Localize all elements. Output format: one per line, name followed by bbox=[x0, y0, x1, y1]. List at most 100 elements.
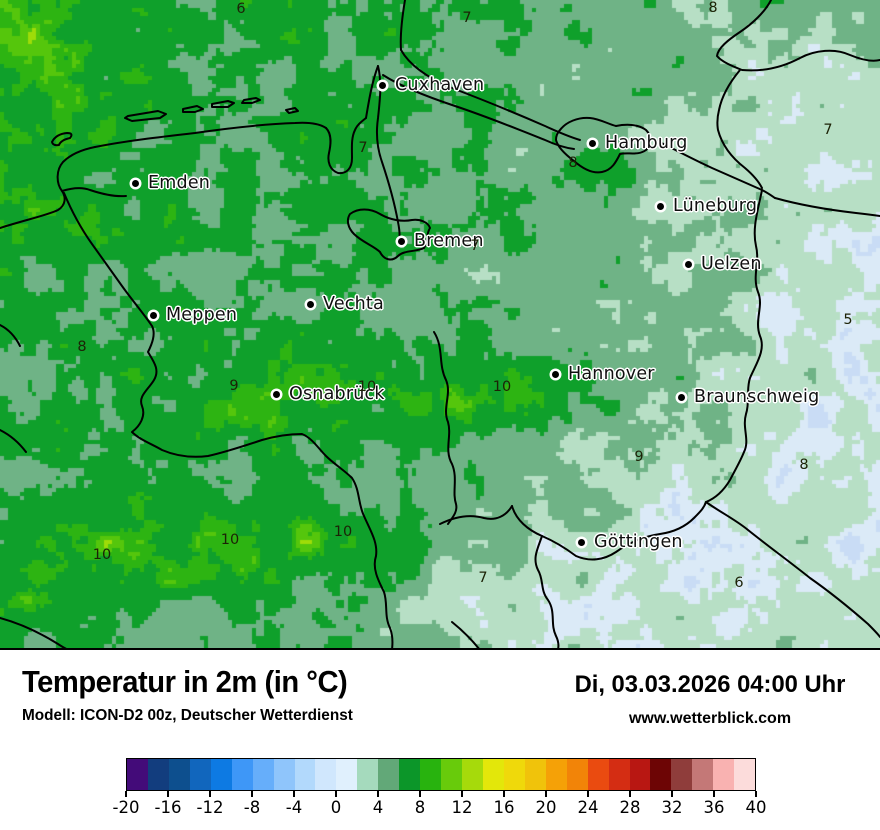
city-dot-icon bbox=[552, 370, 559, 378]
river-weser bbox=[365, 65, 379, 119]
legend-color-cell bbox=[650, 759, 672, 790]
map-frame-bottom bbox=[0, 648, 880, 650]
coastline bbox=[94, 121, 327, 148]
temp-value-label: 8 bbox=[568, 155, 578, 171]
city-label: Vechta bbox=[323, 294, 384, 314]
temp-value-label: 10 bbox=[357, 379, 377, 395]
temp-value-label: 7 bbox=[823, 122, 833, 138]
state-border bbox=[774, 197, 880, 217]
state-border bbox=[716, 69, 763, 189]
city-marker: Bremen bbox=[398, 231, 484, 251]
city-label: Göttingen bbox=[594, 532, 683, 552]
legend-tick bbox=[587, 791, 589, 797]
temp-value-label: 5 bbox=[843, 312, 853, 328]
legend-color-cell bbox=[189, 759, 211, 790]
island-outline bbox=[124, 110, 167, 122]
legend-color-cell bbox=[168, 759, 190, 790]
legend-color-cell bbox=[420, 759, 442, 790]
country-border bbox=[0, 429, 27, 453]
city-label: Osnabrück bbox=[289, 384, 385, 404]
legend-color-cell bbox=[441, 759, 462, 790]
legend-tick bbox=[713, 791, 715, 797]
legend-tick-label: -8 bbox=[243, 798, 261, 817]
legend-tick-label: 28 bbox=[619, 798, 641, 817]
legend-tick-label: 0 bbox=[330, 798, 342, 817]
temp-value-label: 7 bbox=[358, 140, 368, 156]
island-outline bbox=[285, 107, 299, 114]
river-weser bbox=[376, 65, 401, 242]
temp-value-label: 10 bbox=[220, 532, 240, 548]
legend-tick-label: -16 bbox=[154, 798, 182, 817]
legend-color-cell bbox=[273, 759, 295, 790]
city-dot-icon bbox=[678, 393, 685, 401]
city-dot-icon bbox=[307, 300, 314, 308]
legend-color-cell bbox=[357, 759, 379, 790]
country-border bbox=[63, 192, 394, 648]
island-outline bbox=[51, 132, 73, 147]
city-marker: Vechta bbox=[307, 294, 384, 314]
legend-tick-label: 24 bbox=[577, 798, 599, 817]
legend-tick-label: 40 bbox=[745, 798, 767, 817]
legend-tick-label: -12 bbox=[196, 798, 224, 817]
city-dot-icon bbox=[132, 179, 139, 187]
legend-color-cell bbox=[210, 759, 232, 790]
temp-value-label: 7 bbox=[462, 10, 472, 26]
coastline bbox=[61, 187, 127, 198]
city-dot-icon bbox=[379, 81, 386, 89]
legend-tick-label: 8 bbox=[414, 798, 426, 817]
temp-value-label: 7 bbox=[478, 570, 488, 586]
page-title: Temperatur in 2m (in °C) bbox=[22, 664, 348, 699]
city-marker: Uelzen bbox=[685, 254, 762, 274]
legend-color-cell bbox=[231, 759, 253, 790]
island-outline bbox=[241, 97, 261, 104]
legend-color-cell bbox=[524, 759, 546, 790]
legend-tick-label: -20 bbox=[112, 798, 140, 817]
city-label: Braunschweig bbox=[694, 387, 820, 407]
city-dot-icon bbox=[578, 538, 585, 546]
city-label: Bremen bbox=[414, 231, 484, 251]
city-label: Lüneburg bbox=[673, 196, 758, 216]
legend-color-cell bbox=[545, 759, 567, 790]
city-dot-icon bbox=[685, 260, 692, 268]
temperature-raster bbox=[0, 0, 880, 648]
legend-color-cell bbox=[462, 759, 483, 790]
city-label: Uelzen bbox=[701, 254, 762, 274]
legend-color-cell bbox=[713, 759, 735, 790]
legend-color-cell bbox=[147, 759, 169, 790]
city-dot-icon bbox=[398, 237, 405, 245]
state-border bbox=[0, 617, 67, 648]
legend-color-cell bbox=[336, 759, 358, 790]
legend-color-cell bbox=[587, 759, 609, 790]
legend-color-cell bbox=[294, 759, 316, 790]
legend-color-cell bbox=[482, 759, 504, 790]
country-border bbox=[0, 324, 21, 347]
legend-tick-label: 16 bbox=[493, 798, 515, 817]
city-marker: Meppen bbox=[150, 305, 237, 325]
legend-color-cell bbox=[671, 759, 693, 790]
temp-value-label: 8 bbox=[799, 457, 809, 473]
temp-value-label: 7 bbox=[470, 238, 480, 254]
legend-color-cell bbox=[566, 759, 588, 790]
legend-tick bbox=[209, 791, 211, 797]
legend-color-cell bbox=[629, 759, 651, 790]
legend-color-cell bbox=[503, 759, 525, 790]
legend-tick-label: 32 bbox=[661, 798, 683, 817]
legend-color-cell bbox=[399, 759, 421, 790]
temp-value-label: 9 bbox=[634, 449, 644, 465]
legend-tick-label: 4 bbox=[372, 798, 384, 817]
website-credit: www.wetterblick.com bbox=[628, 710, 792, 727]
legend-color-cell bbox=[127, 759, 148, 790]
island-outline bbox=[182, 105, 204, 113]
model-info: Modell: ICON-D2 00z, Deutscher Wetterdie… bbox=[22, 707, 353, 724]
legend-tick bbox=[125, 791, 127, 797]
city-label: Hannover bbox=[568, 364, 655, 384]
state-border bbox=[433, 331, 458, 525]
legend-tick bbox=[671, 791, 673, 797]
city-dot-icon bbox=[657, 202, 664, 210]
temp-value-label: 8 bbox=[708, 0, 718, 16]
legend-tick bbox=[461, 791, 463, 797]
temp-value-label: 6 bbox=[734, 575, 744, 591]
city-dot-icon bbox=[273, 390, 280, 398]
color-scale-bar bbox=[126, 758, 756, 791]
